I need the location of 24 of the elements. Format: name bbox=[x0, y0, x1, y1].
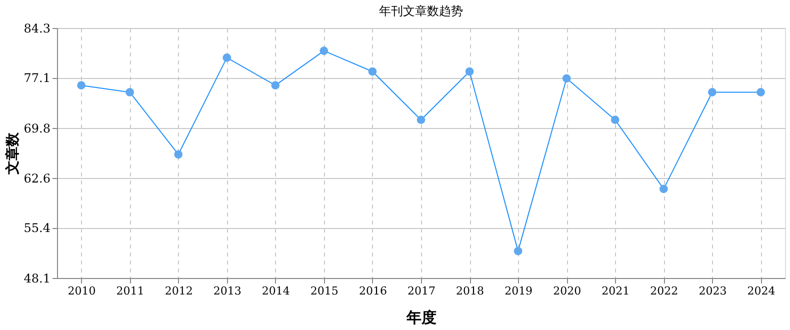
chart-title: 年刊文章数趋势 bbox=[379, 4, 463, 18]
y-tick-label: 55.4 bbox=[24, 221, 51, 236]
y-axis-title: 文章数 bbox=[4, 132, 21, 176]
y-tick-label: 48.1 bbox=[24, 272, 50, 286]
x-tick-label: 2018 bbox=[456, 284, 484, 298]
x-tick-label: 2020 bbox=[553, 284, 582, 298]
x-tick-label: 2010 bbox=[68, 284, 96, 298]
y-tick-label: 84.3 bbox=[24, 22, 50, 36]
y-tick-label: 77.1 bbox=[24, 71, 50, 86]
x-tick-label: 2013 bbox=[213, 284, 242, 298]
x-tick-label: 2022 bbox=[650, 284, 678, 298]
x-tick-label: 2011 bbox=[116, 284, 144, 298]
x-tick-label: 2024 bbox=[747, 284, 776, 298]
x-tick-label: 2021 bbox=[602, 284, 630, 298]
x-tick-label: 2019 bbox=[504, 284, 533, 298]
y-tick-label: 69.8 bbox=[24, 122, 50, 136]
x-tick-label: 2017 bbox=[408, 284, 436, 298]
x-axis-title: 年度 bbox=[406, 308, 436, 326]
x-tick-label: 2016 bbox=[358, 284, 387, 298]
x-tick-label: 2014 bbox=[262, 284, 290, 298]
x-tick-label: 2015 bbox=[310, 284, 338, 298]
x-tick-label: 2012 bbox=[164, 284, 193, 298]
x-tick-label: 2023 bbox=[698, 284, 727, 298]
y-tick-label: 62.6 bbox=[24, 171, 50, 186]
